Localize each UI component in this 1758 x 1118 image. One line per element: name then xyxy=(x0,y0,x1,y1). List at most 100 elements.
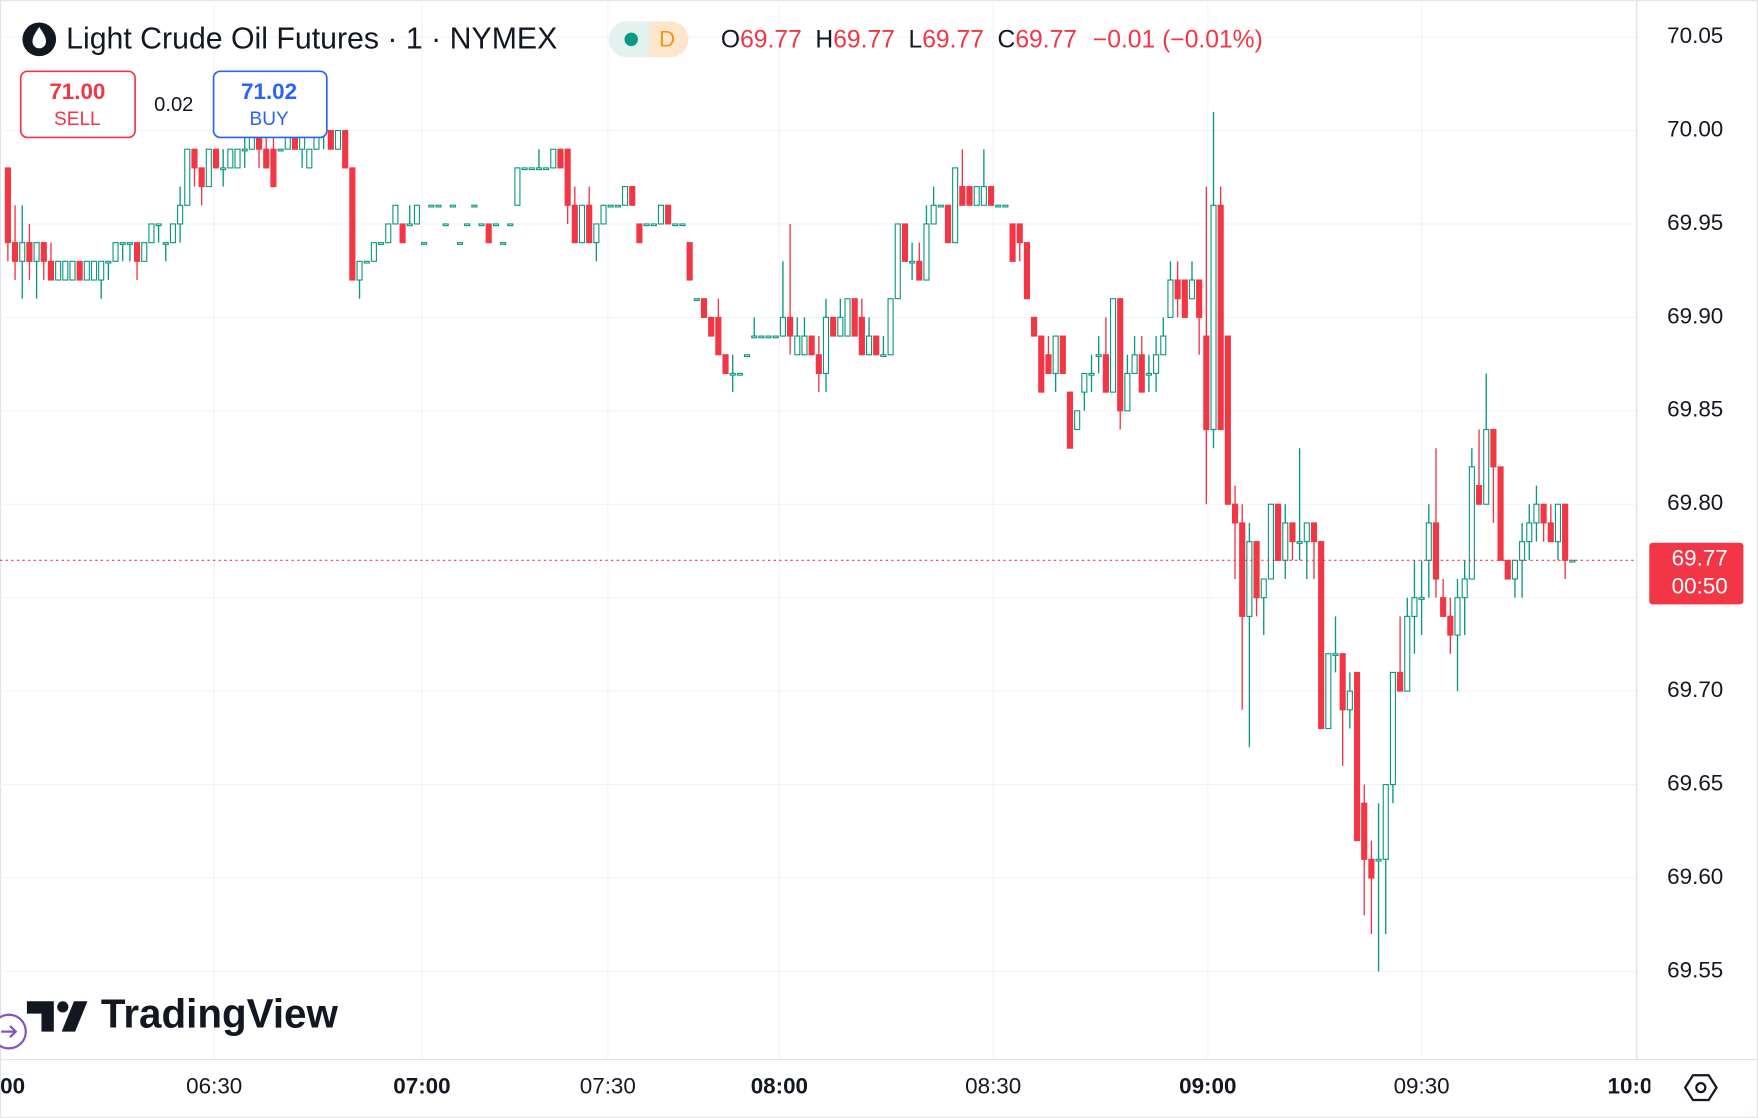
candle-body xyxy=(621,186,629,206)
candle-body xyxy=(1533,503,1540,524)
x-tick-label: 06:00 xyxy=(0,1074,25,1099)
candle-body xyxy=(772,335,779,339)
candle-body xyxy=(1411,597,1418,617)
sell-label[interactable]: SELL xyxy=(54,109,101,130)
y-tick-label: 69.55 xyxy=(1667,957,1723,982)
candle-body xyxy=(650,223,657,227)
candle-body xyxy=(1210,204,1217,431)
candle-body xyxy=(1052,335,1059,375)
candle-body xyxy=(1167,279,1174,318)
candle-body xyxy=(851,298,858,337)
candle-body xyxy=(916,260,923,281)
candle-body xyxy=(643,223,650,227)
x-tick-label: 09:00 xyxy=(1179,1074,1236,1099)
candle-body xyxy=(743,354,751,358)
candle-body xyxy=(105,260,112,264)
candle-body xyxy=(11,242,19,262)
candle-body xyxy=(1404,615,1411,692)
candle-body xyxy=(1138,354,1145,393)
y-tick-label: 69.85 xyxy=(1667,397,1723,422)
candle-body xyxy=(564,148,571,206)
x-tick-label: 06:30 xyxy=(186,1074,242,1099)
sell-price[interactable]: 71.00 xyxy=(49,79,105,104)
candle-body xyxy=(729,372,736,376)
candle-body xyxy=(399,223,406,244)
candle-body xyxy=(1002,204,1009,208)
candle-body xyxy=(1196,279,1203,318)
candle-body xyxy=(923,223,930,281)
y-tick-label: 70.00 xyxy=(1667,116,1723,141)
candle-body xyxy=(528,167,535,171)
candle-body xyxy=(349,167,356,281)
candle-body xyxy=(1339,653,1346,711)
candle-body xyxy=(1188,279,1196,300)
candle-body xyxy=(1023,242,1031,300)
y-tick-label: 69.95 xyxy=(1667,210,1723,235)
candle-body xyxy=(464,223,471,227)
candle-body xyxy=(263,148,270,169)
candle-body xyxy=(1239,522,1246,617)
candle-body xyxy=(363,260,370,264)
candle-body xyxy=(442,223,449,227)
candle-body xyxy=(270,148,277,188)
candle-body xyxy=(499,242,507,245)
candle-body xyxy=(126,242,133,245)
candle-body xyxy=(155,223,162,227)
buy-button[interactable]: 71.02 BUY xyxy=(212,70,328,139)
candle-body xyxy=(119,242,126,245)
candle-body xyxy=(586,204,593,244)
buy-price[interactable]: 71.02 xyxy=(241,79,297,104)
candle-body xyxy=(600,204,607,225)
candle-body xyxy=(1289,522,1296,543)
scroll-arrow[interactable] xyxy=(1,1025,18,1038)
candle-body xyxy=(1475,485,1483,505)
ohlc-change: −0.01 (−0.01%) xyxy=(1093,26,1263,53)
sell-button-box[interactable] xyxy=(19,70,136,139)
candle-body xyxy=(1260,578,1267,599)
candle-body xyxy=(1296,541,1303,544)
candle-body xyxy=(873,335,880,356)
candle-body xyxy=(435,204,442,208)
candle-body xyxy=(55,260,62,281)
candle-body xyxy=(69,260,76,281)
candle-body xyxy=(406,223,413,227)
candle-body xyxy=(1504,559,1511,580)
candle-body xyxy=(858,316,865,356)
symbol-icon-drop xyxy=(32,27,46,49)
sell-button[interactable]: 71.00 SELL xyxy=(19,70,136,139)
ohlc-legend: O69.77 H69.77 L69.77 C69.77 −0.01 (−0.01… xyxy=(721,26,1263,53)
candle-body xyxy=(1468,466,1475,580)
candle-body xyxy=(392,204,399,225)
buy-button-box[interactable] xyxy=(212,70,328,139)
candle-body xyxy=(1145,372,1152,376)
price-badge: 69.77 00:50 xyxy=(1649,542,1744,605)
candle-body xyxy=(1267,503,1274,580)
candle-body xyxy=(1124,372,1131,412)
candle-body xyxy=(1153,354,1160,375)
ohlc-label: C xyxy=(998,26,1016,53)
settings-button[interactable] xyxy=(1683,1074,1718,1102)
candle-body xyxy=(1511,559,1518,580)
candle-body xyxy=(76,260,83,281)
interval-badge: D xyxy=(659,26,675,51)
candle-body xyxy=(700,298,708,318)
candle-body xyxy=(973,186,980,206)
ohlc-label: H xyxy=(815,26,833,53)
candle-body xyxy=(1562,503,1569,561)
buy-label[interactable]: BUY xyxy=(249,109,288,130)
candle-body xyxy=(865,335,873,356)
candle-body xyxy=(1109,298,1117,393)
candle-body xyxy=(1246,541,1253,617)
candle-body xyxy=(1031,316,1038,337)
candle-body xyxy=(715,316,722,356)
x-tick-label: 08:30 xyxy=(965,1074,1021,1099)
candle-body xyxy=(751,335,758,339)
candle-body xyxy=(550,148,557,169)
candle-body xyxy=(1275,503,1282,561)
candle-body xyxy=(629,186,636,206)
candle-body xyxy=(1554,503,1562,543)
settings-icon[interactable] xyxy=(1695,1082,1707,1094)
candle-body xyxy=(327,129,334,150)
